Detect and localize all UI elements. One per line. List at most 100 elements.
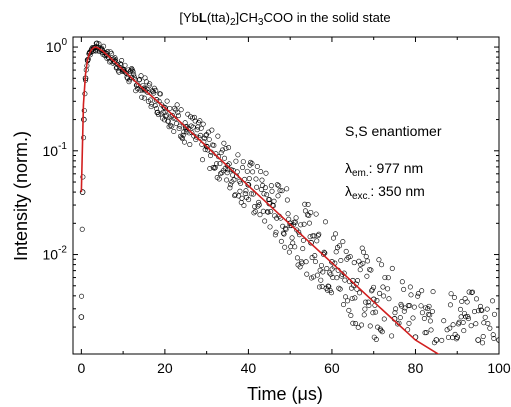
data-point [169,123,175,129]
data-point [171,105,177,111]
data-point [271,198,277,204]
data-point [401,308,407,314]
excitation-wavelength-label: λexc.: 350 nm [345,183,425,202]
data-point [149,101,155,107]
fit-line [80,46,440,354]
chart-title: [YbL(tta)2]CH3COO in the solid state [179,10,390,28]
data-point [214,161,220,167]
data-point [314,238,320,244]
data-point [166,124,172,130]
data-point [174,102,180,108]
data-point [310,233,316,239]
data-point [275,193,281,199]
data-point [283,226,289,232]
data-point [112,55,118,61]
data-point [96,41,102,47]
data-point [228,167,234,173]
data-point [324,266,330,272]
data-point [286,249,292,255]
data-point [246,176,252,182]
data-point [429,308,435,314]
data-point [478,307,484,313]
data-point [78,314,85,320]
data-point [238,200,244,206]
data-point [468,323,474,329]
data-point [117,61,123,67]
data-point [408,292,414,298]
data-point [187,142,193,148]
data-point [466,289,472,295]
data-point [463,314,469,320]
data-point [456,319,462,325]
data-point [268,209,274,215]
data-point [370,310,376,316]
data-point [79,226,85,232]
data-point [431,340,437,346]
data-point [114,64,120,70]
data-point [361,249,367,255]
data-point [208,153,214,159]
data-point [393,306,399,312]
data-point [182,124,189,130]
data-point [137,87,143,93]
data-point [308,239,314,246]
data-point [469,290,475,296]
data-point [316,284,322,290]
data-point [316,231,322,237]
x-tick-label: 80 [408,360,424,376]
data-point [487,325,493,331]
data-point [231,177,237,183]
data-point [300,246,306,252]
data-point [346,307,352,313]
x-tick-label: 20 [157,360,173,376]
data-point [338,257,344,263]
data-point [453,336,459,342]
data-point [464,299,470,305]
data-point [369,287,375,293]
data-point [459,298,465,304]
data-point [181,139,187,145]
data-point [399,279,405,285]
data-point [302,208,308,214]
data-point [264,209,270,215]
data-point [407,284,413,290]
data-point [177,123,183,129]
data-point [221,140,227,146]
data-point [209,127,215,133]
data-point [351,260,357,266]
data-point [355,324,361,330]
data-point [234,169,240,175]
data-point [197,118,203,124]
data-point [226,161,232,167]
data-point [421,315,427,321]
data-point [238,180,244,186]
data-point [107,49,113,55]
data-point [296,229,302,235]
data-point [216,154,222,160]
x-axis-ticks: 0 20 40 60 80 100 [77,37,511,376]
data-point [173,121,179,127]
data-point [222,165,228,171]
data-point [281,231,287,237]
data-point [374,298,380,304]
data-point [79,189,86,195]
data-point [211,142,217,148]
data-point [450,322,456,328]
data-point [352,295,358,301]
data-point [422,330,428,336]
data-point [216,176,222,182]
data-point [334,275,340,281]
data-point [94,40,100,46]
data-point [220,147,226,153]
data-point [406,320,412,326]
data-point [130,69,136,75]
data-point [129,66,135,72]
data-point [371,284,377,290]
data-point [491,336,497,342]
data-point [361,312,367,318]
data-point [262,218,268,224]
data-point [298,222,304,228]
data-point [153,87,159,93]
data-point [300,237,306,243]
data-point [461,328,467,334]
